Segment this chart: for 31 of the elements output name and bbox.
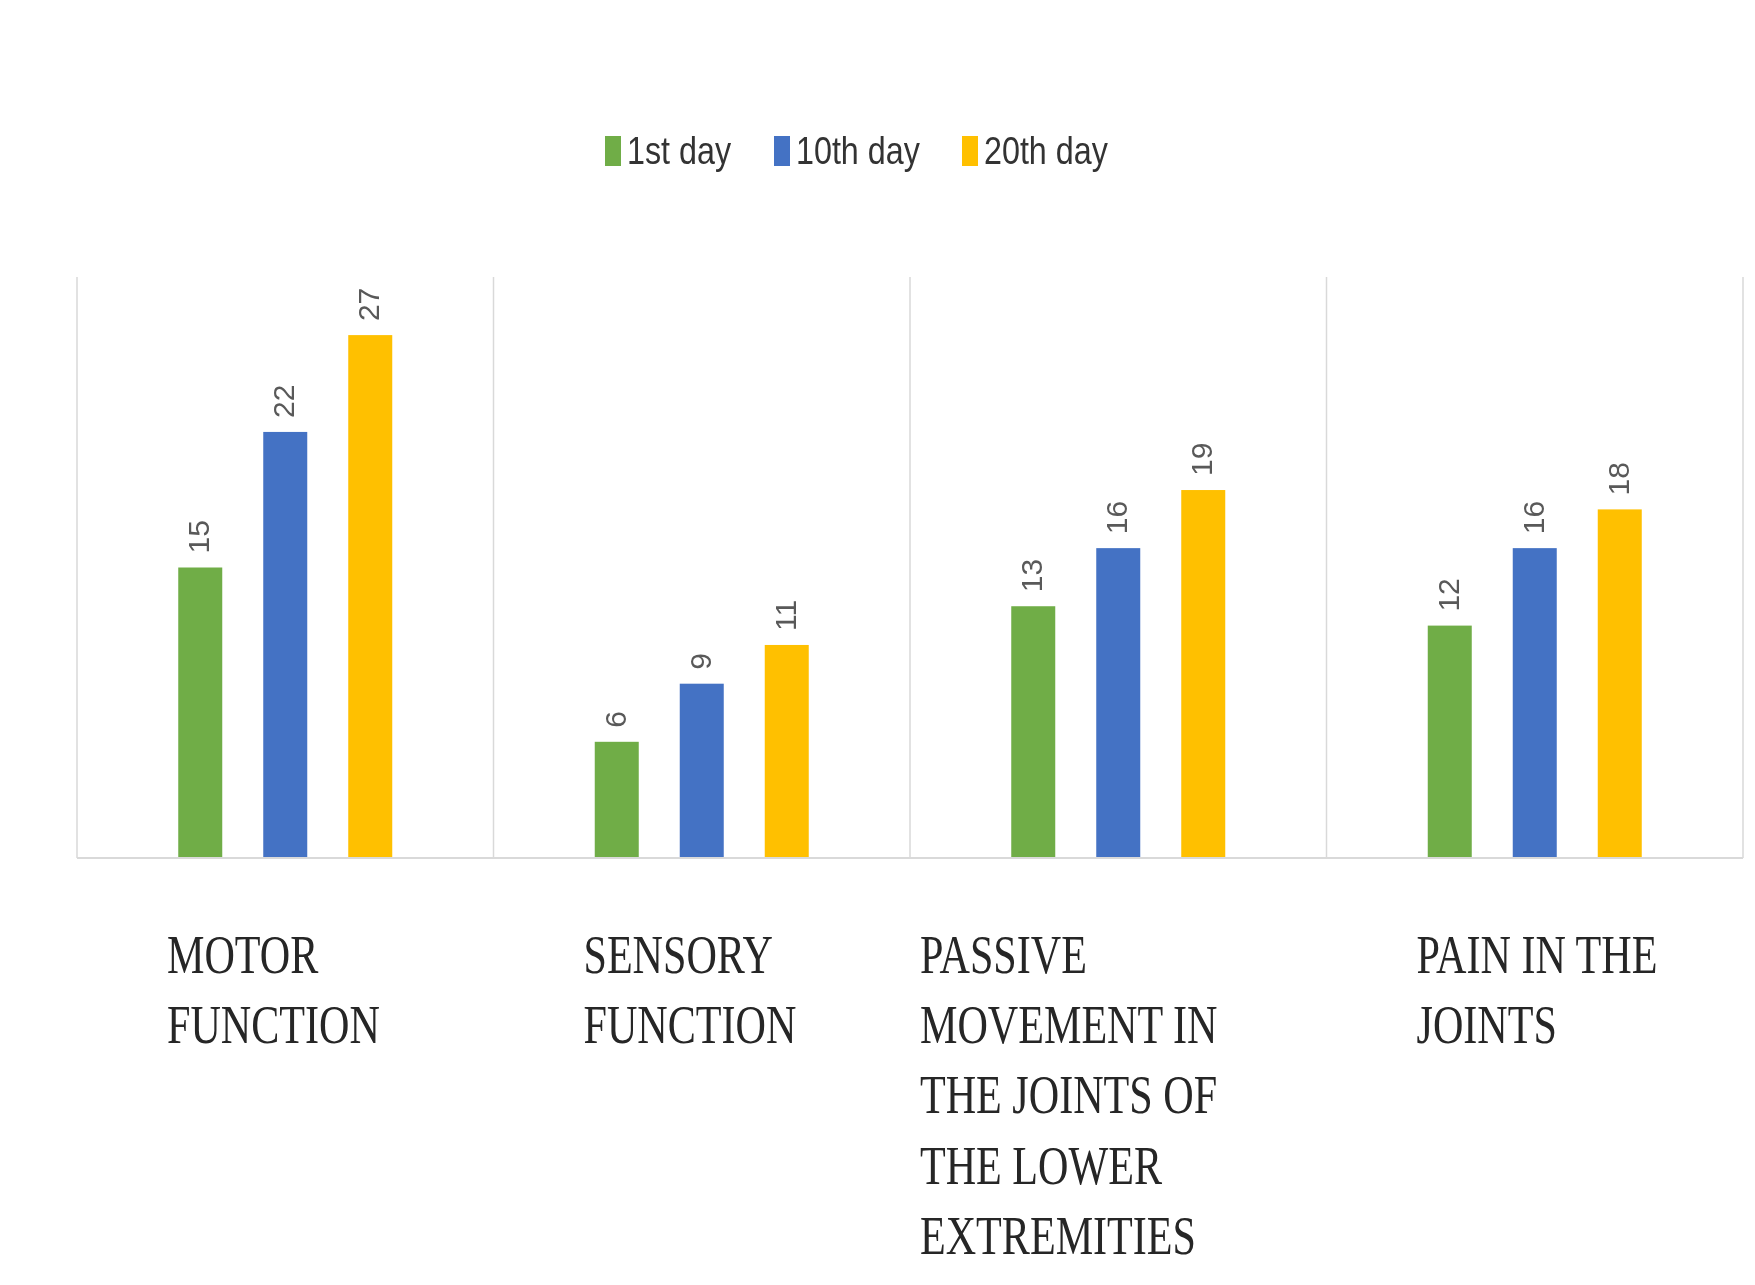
x-tick-label: SENSORY FUNCTION (583, 925, 797, 1055)
data-label: 9 (683, 653, 717, 670)
bar (1011, 606, 1056, 858)
data-label: 12 (1431, 578, 1465, 612)
bar (263, 431, 308, 858)
data-label: 19 (1185, 442, 1219, 477)
bar (1181, 490, 1226, 858)
legend-label: 1st day (627, 129, 732, 172)
bar (348, 335, 393, 858)
legend-label: 20th day (984, 129, 1109, 172)
bar (1096, 548, 1141, 858)
x-tick-label: PASSIVE MOVEMENT IN THE JOINTS OF THE LOWER EXTREMITIES (920, 925, 1218, 1265)
bar (679, 683, 724, 858)
bar (1512, 548, 1557, 858)
data-label: 13 (1015, 558, 1049, 593)
bar (594, 741, 639, 858)
data-label: 16 (1100, 500, 1134, 535)
bar (1427, 625, 1472, 858)
data-label: 27 (352, 287, 386, 322)
data-label: 6 (598, 711, 632, 728)
data-label: 11 (768, 599, 802, 631)
bar (764, 644, 809, 858)
bar (1597, 509, 1642, 858)
legend-label: 10th day (796, 129, 921, 172)
x-tick-label: PAIN IN THE JOINTS (1416, 925, 1658, 1055)
data-label: 16 (1516, 500, 1550, 535)
bar (178, 567, 223, 858)
data-label: 18 (1601, 462, 1635, 496)
x-tick-label: MOTOR FUNCTION (167, 925, 380, 1055)
data-label: 22 (267, 384, 301, 418)
data-label: 15 (182, 520, 216, 554)
